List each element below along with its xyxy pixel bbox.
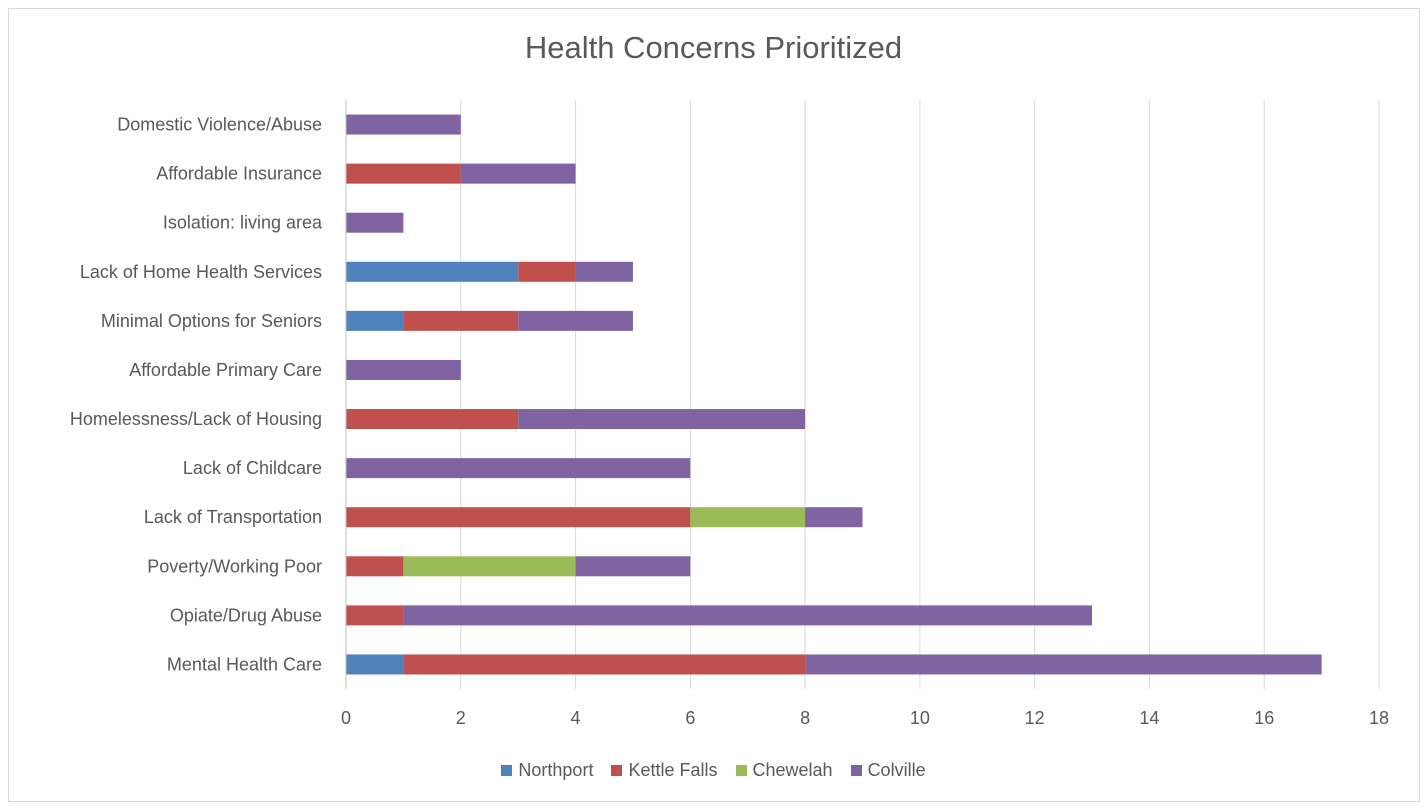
x-tick-label: 4 xyxy=(571,708,581,728)
bar-segment xyxy=(346,409,519,430)
bar-segment xyxy=(805,507,863,528)
category-label: Poverty/Working Poor xyxy=(147,556,322,576)
bar-segment xyxy=(346,261,519,282)
bar-segment xyxy=(403,556,576,577)
bar-segment xyxy=(346,359,461,380)
category-label: Domestic Violence/Abuse xyxy=(117,115,322,135)
bar-segment xyxy=(690,507,806,528)
chart-title: Health Concerns Prioritized xyxy=(524,30,903,65)
bar-segment xyxy=(346,556,404,577)
legend: Northport Kettle Falls Chewelah Colville xyxy=(0,760,1427,781)
bar-segment xyxy=(346,310,404,331)
bar-segment xyxy=(518,409,806,430)
legend-item: Colville xyxy=(850,760,926,781)
legend-item: Northport xyxy=(501,760,593,781)
category-label: Mental Health Care xyxy=(167,654,322,674)
legend-swatch xyxy=(501,765,513,776)
category-label: Homelessness/Lack of Housing xyxy=(70,409,322,429)
x-tick-label: 16 xyxy=(1254,708,1274,728)
legend-label: Chewelah xyxy=(752,760,833,780)
bar-segment xyxy=(403,605,1093,626)
category-label: Lack of Childcare xyxy=(183,458,322,478)
bar-segment xyxy=(403,310,519,331)
legend-label: Northport xyxy=(518,760,594,780)
bar-segment xyxy=(518,310,633,331)
legend-label: Kettle Falls xyxy=(628,760,718,780)
bar-segment xyxy=(805,654,1322,675)
legend-swatch xyxy=(611,765,623,776)
bar-segment xyxy=(346,114,461,135)
bar-segment xyxy=(346,458,691,479)
legend-swatch xyxy=(735,765,747,776)
x-tick-label: 14 xyxy=(1139,708,1159,728)
bar-segment xyxy=(518,261,576,282)
legend-item: Chewelah xyxy=(735,760,833,781)
bar-segment xyxy=(346,163,461,184)
category-label: Affordable Insurance xyxy=(156,164,322,184)
x-tick-label: 2 xyxy=(456,708,466,728)
legend-item: Kettle Falls xyxy=(611,760,718,781)
legend-swatch xyxy=(850,765,862,776)
x-tick-label: 0 xyxy=(341,708,351,728)
x-tick-label: 12 xyxy=(1025,708,1045,728)
bar-segment xyxy=(575,556,691,577)
bar-segment xyxy=(403,654,806,675)
x-tick-label: 18 xyxy=(1369,708,1389,728)
category-label: Lack of Home Health Services xyxy=(80,262,322,282)
bar-segment xyxy=(346,605,404,626)
category-label: Isolation: living area xyxy=(163,213,323,233)
x-tick-label: 6 xyxy=(685,708,695,728)
legend-label: Colville xyxy=(867,760,926,780)
bar-segment xyxy=(346,507,691,528)
bar-segment xyxy=(460,163,576,184)
category-label: Lack of Transportation xyxy=(144,507,322,527)
category-label: Opiate/Drug Abuse xyxy=(170,605,322,625)
category-label: Minimal Options for Seniors xyxy=(101,311,322,331)
x-tick-label: 10 xyxy=(910,708,930,728)
x-tick-label: 8 xyxy=(800,708,810,728)
bar-segment xyxy=(575,261,633,282)
bar-segment xyxy=(346,212,404,233)
bar-segment xyxy=(346,654,404,675)
category-label: Affordable Primary Care xyxy=(129,360,322,380)
